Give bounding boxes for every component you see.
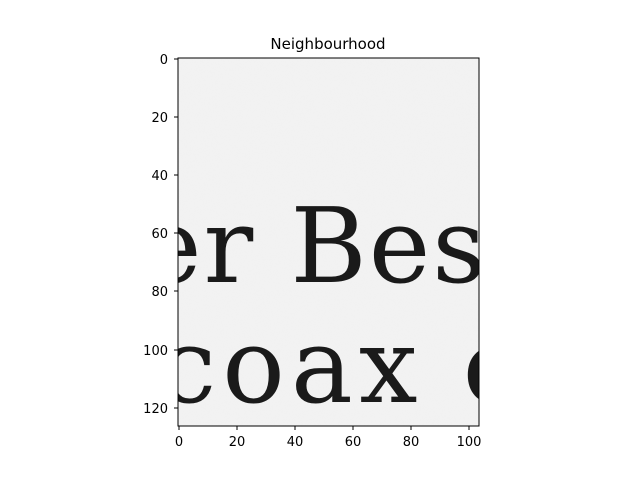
x-tick-label: 100 [457,435,482,450]
y-tick-label: 60 [151,227,168,242]
x-tick-label: 40 [287,435,304,450]
y-tick-label: 20 [151,111,168,126]
x-tick-label: 0 [175,435,183,450]
image-noise [178,58,479,426]
y-tick-label: 0 [160,53,168,68]
plot-title: Neighbourhood [270,35,385,53]
y-tick-label: 100 [143,344,168,359]
y-tick-label: 40 [151,169,168,184]
axes-frame [177,57,480,427]
x-tick-label: 80 [403,435,420,450]
x-axis: 0 20 40 60 80 100 [175,426,482,450]
y-axis: 0 20 40 60 80 100 120 [143,53,178,417]
x-tick-label: 60 [345,435,362,450]
x-tick-label: 20 [229,435,246,450]
y-tick-label: 80 [151,285,168,300]
y-tick-label: 120 [143,402,168,417]
scan-text-line-2: coax c [158,305,527,427]
scan-text-line-1: er Best [140,185,531,307]
scan-image: er Best coax c [140,58,531,427]
